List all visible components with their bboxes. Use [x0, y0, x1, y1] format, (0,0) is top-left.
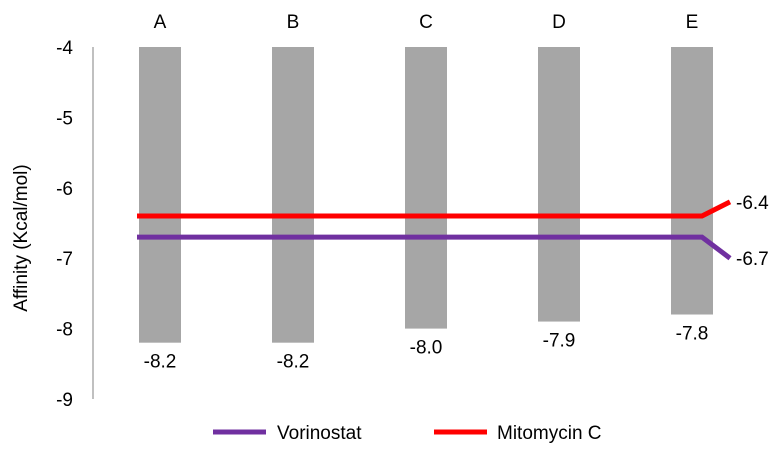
- category-label: E: [686, 12, 699, 33]
- bar-value-label: -7.8: [676, 324, 709, 345]
- category-label: B: [287, 12, 300, 33]
- legend: Vorinostat Mitomycin C: [213, 423, 602, 444]
- category-label: D: [552, 12, 566, 33]
- y-tick-label: -7: [56, 249, 73, 270]
- bar-c: [405, 47, 447, 329]
- category-labels: A B C D E: [154, 12, 699, 33]
- y-tick-label: -4: [56, 38, 73, 59]
- y-tick-label: -8: [56, 320, 73, 341]
- legend-label-vorinostat: Vorinostat: [277, 423, 362, 444]
- y-tick-label: -6: [56, 179, 73, 200]
- reference-lines-layer: -6.7 -6.4: [137, 193, 769, 270]
- series-line-vorinostat: [137, 234, 732, 261]
- bar-b: [272, 47, 314, 343]
- bar-value-label: -8.0: [410, 338, 443, 359]
- y-tick-label: -5: [56, 108, 73, 129]
- series-end-label: -6.7: [736, 249, 769, 270]
- y-tick-label: -9: [56, 390, 73, 411]
- y-ticks: -4 -5 -6 -7 -8 -9: [56, 38, 73, 411]
- y-axis-title: Affinity (Kcal/mol): [11, 164, 32, 311]
- bar-value-label: -8.2: [277, 352, 310, 373]
- category-label: A: [154, 12, 167, 33]
- series-end-label: -6.4: [736, 193, 769, 214]
- data-labels: -8.2 -8.2 -8.0 -7.9 -7.8: [144, 324, 709, 373]
- bar-d: [538, 47, 580, 322]
- bar-value-label: -8.2: [144, 352, 177, 373]
- legend-label-mitomycin-c: Mitomycin C: [497, 423, 602, 444]
- category-label: C: [419, 12, 433, 33]
- bar-a: [139, 47, 181, 343]
- bar-e: [671, 47, 713, 315]
- bars-layer: [139, 47, 713, 343]
- bar-value-label: -7.9: [543, 331, 576, 352]
- series-line-mitomycin-c: [137, 199, 732, 219]
